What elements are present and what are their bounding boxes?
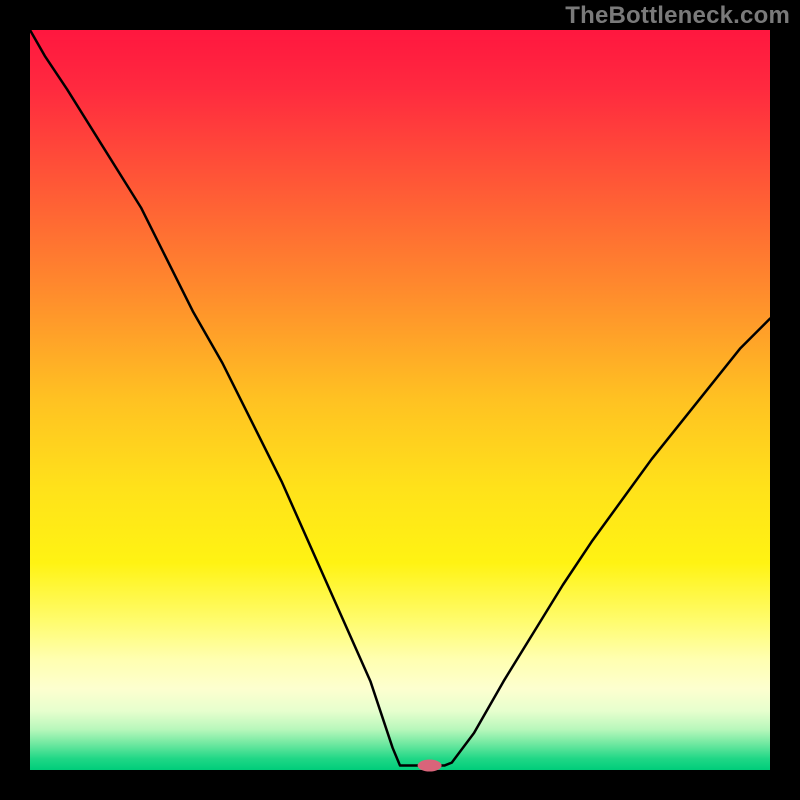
chart-plot-area bbox=[30, 30, 770, 770]
chart-stage: TheBottleneck.com bbox=[0, 0, 800, 800]
attribution-text: TheBottleneck.com bbox=[565, 2, 790, 30]
bottleneck-chart bbox=[0, 0, 800, 800]
optimal-marker bbox=[418, 760, 442, 772]
